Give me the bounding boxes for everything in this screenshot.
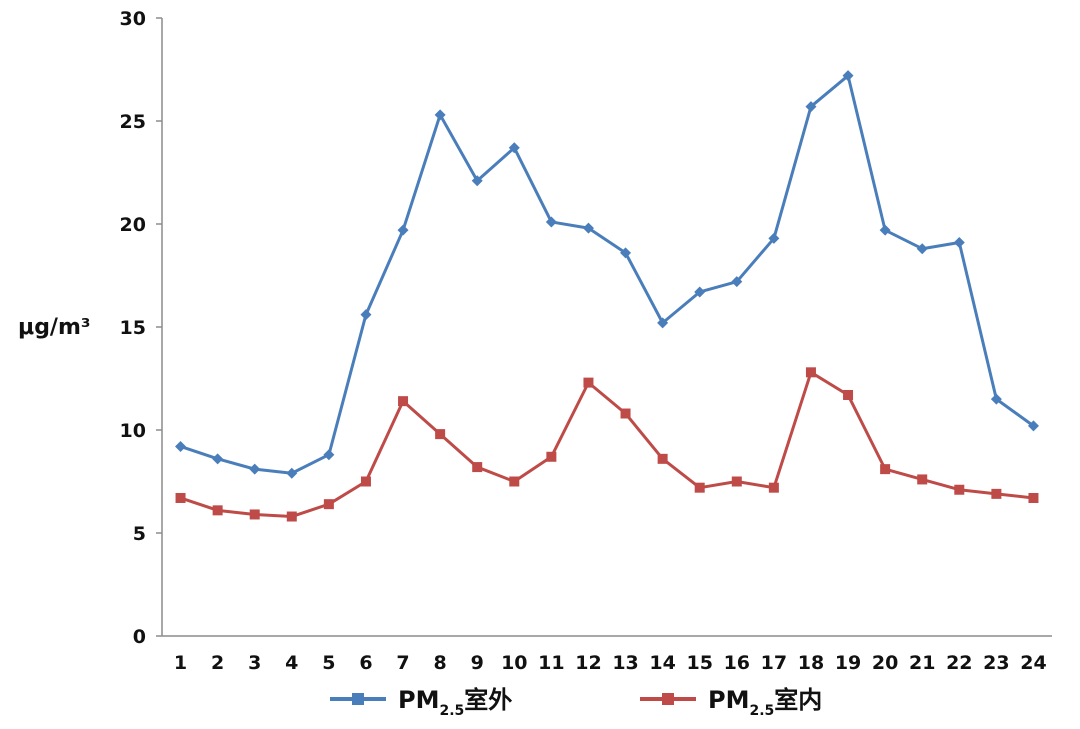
data-point	[657, 453, 668, 464]
y-tick-label: 0	[133, 626, 146, 648]
data-point	[323, 499, 334, 510]
legend: PM2.5室外 PM2.5室内	[330, 686, 822, 719]
series-layer	[175, 70, 1039, 522]
data-point	[953, 237, 965, 249]
data-point	[249, 463, 261, 475]
data-point	[990, 393, 1002, 405]
data-point	[1027, 420, 1039, 432]
data-point	[472, 462, 483, 473]
y-tick-label: 20	[120, 214, 146, 236]
data-point	[509, 476, 520, 487]
x-tick-label: 21	[909, 652, 935, 674]
x-tick-label: 15	[686, 652, 712, 674]
x-tick-label: 7	[396, 652, 409, 674]
y-tick-labels: 0 5 10 15 20 25 30	[120, 8, 162, 648]
data-point	[249, 509, 260, 520]
data-point	[582, 222, 594, 234]
data-point	[212, 505, 223, 516]
data-point	[768, 482, 779, 493]
y-tick-label: 15	[120, 317, 146, 339]
x-tick-label: 1	[174, 652, 187, 674]
legend-marker	[352, 693, 364, 705]
data-point	[620, 408, 631, 419]
x-tick-label: 11	[538, 652, 564, 674]
x-tick-label: 20	[872, 652, 898, 674]
series-outdoor	[175, 70, 1039, 479]
x-tick-label: 3	[248, 652, 261, 674]
data-point	[657, 317, 669, 329]
data-point	[805, 101, 817, 113]
x-tick-label: 17	[761, 652, 787, 674]
data-point	[694, 482, 705, 493]
data-point	[731, 476, 742, 487]
data-point	[768, 232, 780, 244]
x-tick-label: 4	[285, 652, 298, 674]
data-point	[286, 511, 297, 522]
data-point	[620, 247, 632, 259]
x-tick-label: 24	[1020, 652, 1046, 674]
x-tick-label: 10	[501, 652, 527, 674]
data-point	[954, 484, 965, 495]
data-point	[583, 377, 594, 388]
data-point	[435, 429, 446, 440]
x-tick-labels: 1 2 3 4 5 6 7 8 9 10 11 12 13 14 15 16 17 18 19 20 21 22 23 24	[174, 652, 1047, 674]
x-tick-label: 18	[798, 652, 824, 674]
x-tick-label: 19	[835, 652, 861, 674]
data-point	[880, 464, 891, 475]
data-point	[360, 476, 371, 487]
legend-item: PM2.5室外	[330, 686, 512, 719]
y-axis-label: μg/m³	[18, 315, 91, 340]
y-tick-label: 30	[120, 8, 146, 30]
data-point	[843, 389, 854, 400]
x-tick-label: 14	[649, 652, 675, 674]
data-point	[916, 243, 928, 255]
data-point	[471, 175, 483, 187]
x-tick-label: 12	[575, 652, 601, 674]
y-tick-label: 25	[120, 111, 146, 133]
data-point	[175, 440, 187, 452]
legend-label: PM2.5室外	[398, 686, 512, 719]
data-point	[1028, 492, 1039, 503]
data-point	[397, 224, 409, 236]
data-point	[545, 216, 557, 228]
x-tick-label: 13	[612, 652, 638, 674]
data-point	[731, 276, 743, 288]
data-point	[991, 488, 1002, 499]
series-line	[180, 370, 1034, 519]
data-point	[286, 467, 298, 479]
axes	[161, 18, 1052, 637]
data-point	[360, 309, 372, 321]
data-point	[842, 70, 854, 82]
x-tick-label: 8	[434, 652, 447, 674]
data-point	[175, 492, 186, 503]
data-point	[434, 109, 446, 121]
legend-marker	[662, 693, 674, 705]
data-point	[508, 142, 520, 154]
legend-item: PM2.5室内	[640, 686, 822, 719]
x-tick-label: 5	[322, 652, 335, 674]
data-point	[805, 367, 816, 378]
data-point	[546, 451, 557, 462]
y-tick-label: 5	[133, 523, 146, 545]
x-tick-label: 2	[211, 652, 224, 674]
data-point	[212, 453, 224, 465]
series-indoor	[175, 367, 1039, 522]
x-tick-label: 23	[983, 652, 1009, 674]
x-tick-label: 16	[724, 652, 750, 674]
data-point	[917, 474, 928, 485]
data-point	[323, 449, 335, 461]
data-point	[398, 396, 409, 407]
data-point	[879, 224, 891, 236]
x-tick-label: 9	[471, 652, 484, 674]
y-tick-label: 10	[120, 420, 146, 442]
data-point	[694, 286, 706, 298]
x-tick-label: 22	[946, 652, 972, 674]
legend-label: PM2.5室内	[708, 686, 822, 719]
series-line	[180, 74, 1035, 475]
x-tick-label: 6	[359, 652, 372, 674]
